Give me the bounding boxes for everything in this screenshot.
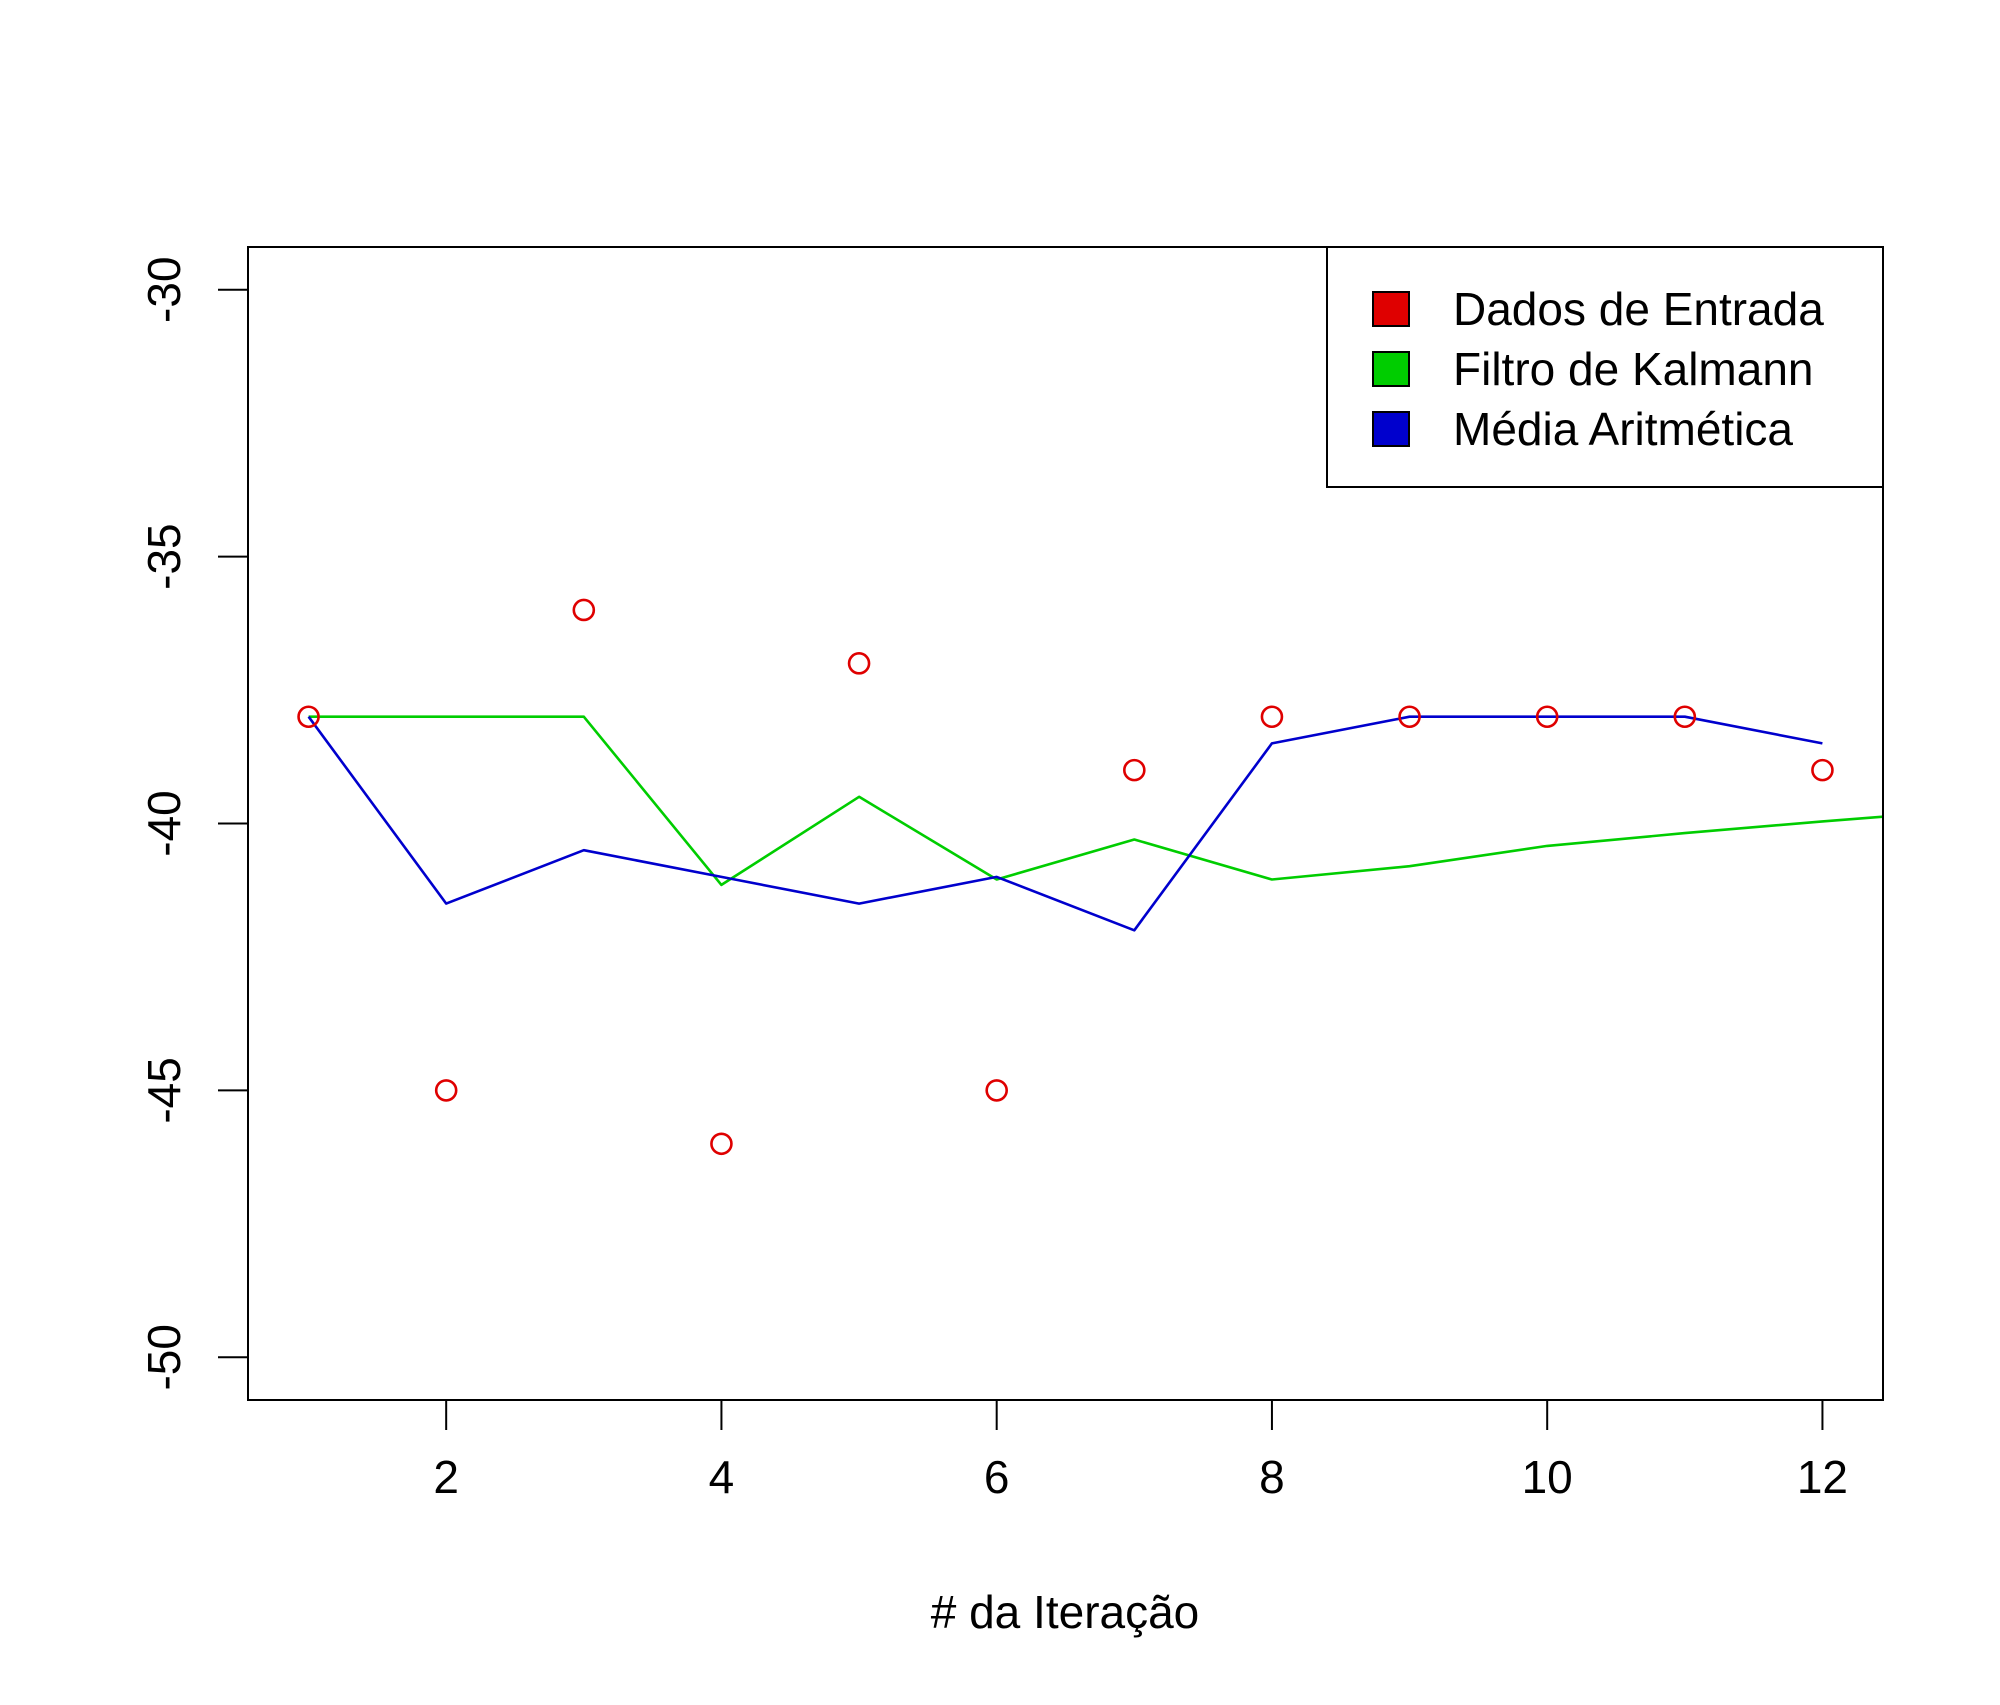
data-point	[1260, 705, 1284, 729]
series-layer	[297, 598, 1883, 1156]
x-tick-label: 8	[1259, 1451, 1285, 1503]
legend: Dados de Entrada Filtro de Kalmann Média A…	[1326, 246, 1884, 488]
legend-label: Média Aritmética	[1453, 403, 1793, 455]
y-tick-label: -35	[138, 523, 190, 589]
data-point	[710, 1132, 733, 1156]
x-axis-title: # da Iteração	[931, 1586, 1200, 1638]
data-point	[297, 705, 320, 729]
data-point	[1673, 705, 1697, 729]
legend-swatch	[1372, 291, 1410, 327]
legend-box	[1326, 246, 1884, 488]
data-point	[847, 652, 871, 675]
x-tick-label: 10	[1522, 1451, 1573, 1503]
y-tick-label: -30	[138, 256, 190, 322]
data-point	[985, 1079, 1008, 1102]
x-tick-label: 12	[1797, 1451, 1848, 1503]
x-tick-label: 4	[709, 1451, 735, 1503]
data-point	[1535, 705, 1559, 729]
legend-swatch	[1372, 351, 1410, 387]
y-tick-label: -45	[138, 1057, 190, 1123]
y-tick-label: -40	[138, 790, 190, 856]
data-point	[1398, 705, 1421, 729]
legend-label: Filtro de Kalmann	[1453, 343, 1814, 395]
data-point	[1123, 758, 1146, 782]
y-axis: -50 -45 -40 -35 -30	[138, 256, 248, 1391]
data-point	[572, 598, 596, 622]
legend-swatch	[1372, 411, 1410, 447]
x-tick-label: 2	[433, 1451, 459, 1503]
legend-label: Dados de Entrada	[1453, 283, 1824, 335]
data-point	[434, 1079, 458, 1102]
x-tick-label: 6	[984, 1451, 1010, 1503]
y-tick-label: -50	[138, 1324, 190, 1390]
series-line	[308, 715, 1883, 887]
data-point	[1811, 758, 1834, 782]
series-line	[307, 715, 1823, 932]
x-axis: 2 4 6 8 10 12	[433, 1400, 1848, 1503]
